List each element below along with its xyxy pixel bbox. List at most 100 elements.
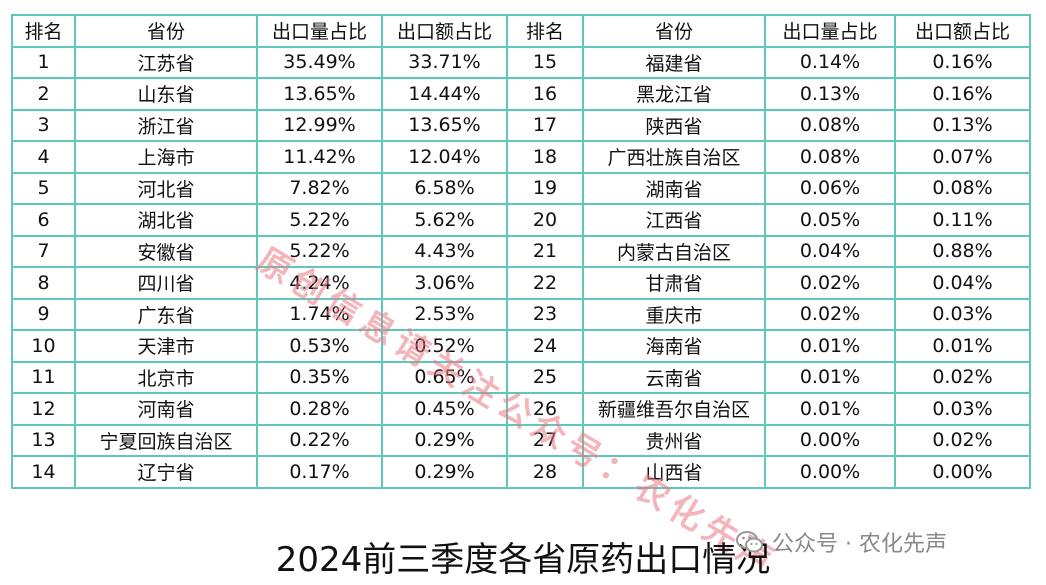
- column-header: 省份: [74, 14, 258, 48]
- table-cell: 35.49%: [256, 45, 383, 79]
- table-cell: 0.02%: [764, 266, 896, 300]
- table-cell: 0.03%: [894, 297, 1031, 331]
- table-cell: 河北省: [74, 171, 258, 205]
- table-cell: 辽宁省: [74, 455, 258, 489]
- table-cell: 0.16%: [894, 45, 1031, 79]
- table-cell: 7: [11, 234, 76, 268]
- table-cell: 5.62%: [381, 203, 508, 237]
- table-cell: 11.42%: [256, 140, 383, 174]
- table-cell: 江西省: [582, 203, 766, 237]
- table-cell: 4.24%: [256, 266, 383, 300]
- table-cell: 0.07%: [894, 140, 1031, 174]
- table-cell: 12.99%: [256, 108, 383, 142]
- table-cell: 23: [506, 297, 584, 331]
- table-cell: 0.13%: [764, 77, 896, 111]
- source-credit: 公众号 · 农化先声: [736, 526, 947, 558]
- table-row: 10 天津市 0.53% 0.52% 24 海南省 0.01% 0.01%: [11, 329, 1031, 363]
- table-cell: 浙江省: [74, 108, 258, 142]
- table-cell: 18: [506, 140, 584, 174]
- table-cell: 4: [11, 140, 76, 174]
- table-cell: 0.00%: [894, 455, 1031, 489]
- table-cell: 0.88%: [894, 234, 1031, 268]
- table-cell: 0.35%: [256, 360, 383, 394]
- table-cell: 25: [506, 360, 584, 394]
- table-cell: 20: [506, 203, 584, 237]
- table-cell: 14.44%: [381, 77, 508, 111]
- table-cell: 10: [11, 329, 76, 363]
- table-cell: 0.52%: [381, 329, 508, 363]
- export-table-container: 排名 省份 出口量占比 出口额占比 排名 省份 出口量占比 出口额占比 1 江苏省 35.49% 3…: [11, 14, 1031, 489]
- table-cell: 4.43%: [381, 234, 508, 268]
- table-cell: 0.65%: [381, 360, 508, 394]
- table-cell: 1.74%: [256, 297, 383, 331]
- table-row: 2 山东省 13.65% 14.44% 16 黑龙江省 0.13% 0.16%: [11, 77, 1031, 111]
- table-cell: 0.29%: [381, 455, 508, 489]
- table-cell: 宁夏回族自治区: [74, 423, 258, 457]
- table-cell: 0.22%: [256, 423, 383, 457]
- column-header: 出口额占比: [381, 14, 508, 48]
- table-cell: 0.29%: [381, 423, 508, 457]
- table-cell: 6: [11, 203, 76, 237]
- table-cell: 甘肃省: [582, 266, 766, 300]
- table-cell: 16: [506, 77, 584, 111]
- table-cell: 0.17%: [256, 455, 383, 489]
- table-cell: 0.08%: [764, 108, 896, 142]
- table-row: 7 安徽省 5.22% 4.43% 21 内蒙古自治区 0.04% 0.88%: [11, 234, 1031, 268]
- table-cell: 12: [11, 392, 76, 426]
- table-row: 8 四川省 4.24% 3.06% 22 甘肃省 0.02% 0.04%: [11, 266, 1031, 300]
- table-cell: 21: [506, 234, 584, 268]
- table-cell: 0.01%: [764, 329, 896, 363]
- table-cell: 安徽省: [74, 234, 258, 268]
- table-cell: 江苏省: [74, 45, 258, 79]
- table-cell: 3: [11, 108, 76, 142]
- table-cell: 1: [11, 45, 76, 79]
- table-row: 12 河南省 0.28% 0.45% 26 新疆维吾尔自治区 0.01% 0.03%: [11, 392, 1031, 426]
- table-cell: 贵州省: [582, 423, 766, 457]
- table-cell: 0.00%: [764, 423, 896, 457]
- table-cell: 0.02%: [764, 297, 896, 331]
- table-cell: 湖北省: [74, 203, 258, 237]
- table-cell: 0.16%: [894, 77, 1031, 111]
- table-cell: 14: [11, 455, 76, 489]
- table-cell: 2: [11, 77, 76, 111]
- table-cell: 12.04%: [381, 140, 508, 174]
- table-cell: 15: [506, 45, 584, 79]
- table-cell: 0.03%: [894, 392, 1031, 426]
- table-cell: 0.08%: [764, 140, 896, 174]
- table-cell: 天津市: [74, 329, 258, 363]
- table-cell: 北京市: [74, 360, 258, 394]
- table-cell: 0.13%: [894, 108, 1031, 142]
- table-cell: 云南省: [582, 360, 766, 394]
- table-cell: 0.04%: [894, 266, 1031, 300]
- table-cell: 0.05%: [764, 203, 896, 237]
- table-cell: 13: [11, 423, 76, 457]
- table-cell: 0.01%: [764, 360, 896, 394]
- table-body: 1 江苏省 35.49% 33.71% 15 福建省 0.14% 0.16% 2 山东省 13.65…: [11, 45, 1031, 489]
- table-row: 3 浙江省 12.99% 13.65% 17 陕西省 0.08% 0.13%: [11, 108, 1031, 142]
- table-row: 13 宁夏回族自治区 0.22% 0.29% 27 贵州省 0.00% 0.02%: [11, 423, 1031, 457]
- table-cell: 5: [11, 171, 76, 205]
- wechat-icon: [736, 531, 763, 553]
- table-cell: 黑龙江省: [582, 77, 766, 111]
- table-cell: 新疆维吾尔自治区: [582, 392, 766, 426]
- table-cell: 6.58%: [381, 171, 508, 205]
- table-cell: 33.71%: [381, 45, 508, 79]
- table-cell: 5.22%: [256, 234, 383, 268]
- table-cell: 26: [506, 392, 584, 426]
- table-cell: 0.14%: [764, 45, 896, 79]
- table-cell: 0.04%: [764, 234, 896, 268]
- table-cell: 0.02%: [894, 360, 1031, 394]
- table-row: 14 辽宁省 0.17% 0.29% 28 山西省 0.00% 0.00%: [11, 455, 1031, 489]
- column-header: 出口量占比: [764, 14, 896, 48]
- table-cell: 13.65%: [256, 77, 383, 111]
- table-cell: 0.06%: [764, 171, 896, 205]
- table-cell: 福建省: [582, 45, 766, 79]
- table-cell: 重庆市: [582, 297, 766, 331]
- table-cell: 8: [11, 266, 76, 300]
- table-cell: 0.01%: [764, 392, 896, 426]
- table-cell: 0.11%: [894, 203, 1031, 237]
- table-cell: 湖南省: [582, 171, 766, 205]
- table-cell: 0.02%: [894, 423, 1031, 457]
- table-cell: 0.45%: [381, 392, 508, 426]
- table-cell: 9: [11, 297, 76, 331]
